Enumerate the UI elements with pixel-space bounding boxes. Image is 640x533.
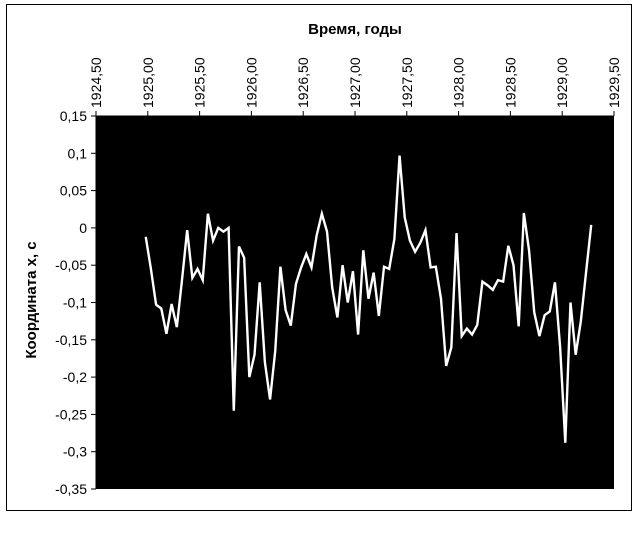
x-tick-label: 1929,00 <box>554 57 570 108</box>
x-tick-label: 1928,50 <box>502 57 518 108</box>
x-tick-label: 1925,00 <box>140 57 156 108</box>
y-tick-label: 0,1 <box>68 145 88 161</box>
y-tick-label: -0,25 <box>55 406 87 422</box>
x-tick-label: 1927,50 <box>399 57 415 108</box>
x-tick-label: 1929,50 <box>606 57 622 108</box>
x-tick-label: 1924,50 <box>88 57 104 108</box>
y-tick-label: 0,05 <box>60 183 87 199</box>
y-tick-label: -0,35 <box>55 481 87 497</box>
y-tick-label: -0,1 <box>63 295 87 311</box>
x-tick-label: 1926,00 <box>243 57 259 108</box>
x-tick-label: 1927,00 <box>347 57 363 108</box>
y-tick-label: 0 <box>79 220 87 236</box>
series-line-0 <box>144 155 593 443</box>
y-tick-label: -0,15 <box>55 332 87 348</box>
x-tick-label: 1928,00 <box>451 57 467 108</box>
y-tick-label: -0,2 <box>63 369 87 385</box>
y-tick-label: 0,15 <box>60 108 87 124</box>
x-tick-label: 1925,50 <box>192 57 208 108</box>
y-tick-label: -0,3 <box>63 444 87 460</box>
y-axis-title: Координата x, с <box>23 241 40 358</box>
x-tick-label: 1926,50 <box>295 57 311 108</box>
x-axis-title: Время, годы <box>308 21 402 38</box>
y-tick-label: -0,05 <box>55 257 87 273</box>
